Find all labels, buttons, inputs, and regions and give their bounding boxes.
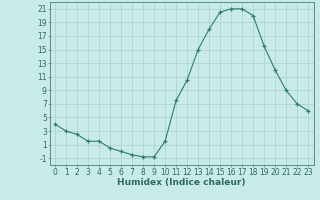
X-axis label: Humidex (Indice chaleur): Humidex (Indice chaleur) [117,178,246,187]
